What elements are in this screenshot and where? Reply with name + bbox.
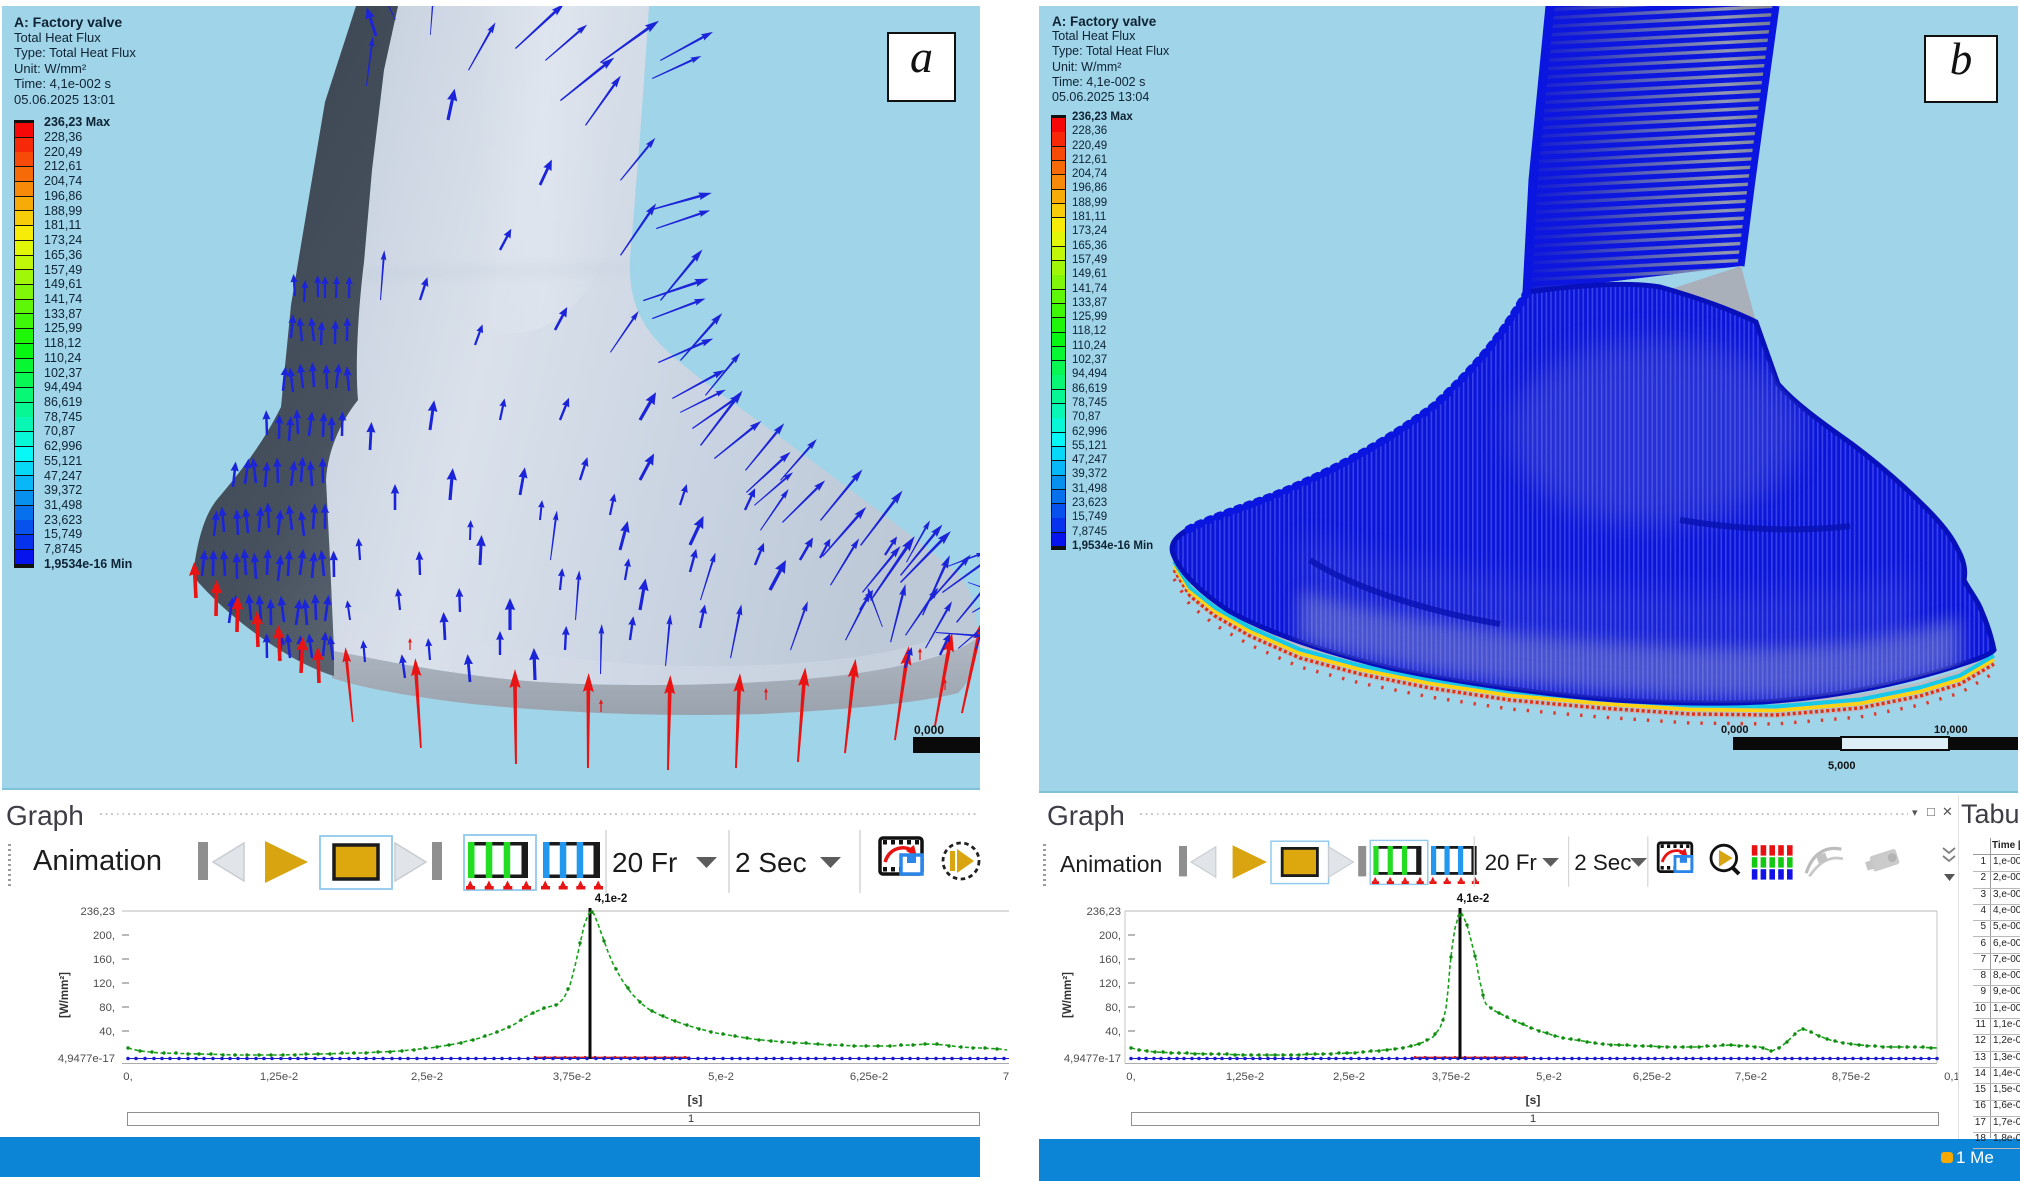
svg-text:[s]: [s] (1526, 1093, 1541, 1107)
svg-text:3,75e-2: 3,75e-2 (553, 1071, 591, 1083)
svg-text:6,25e-2: 6,25e-2 (1633, 1071, 1671, 1083)
svg-text:2 Sec: 2 Sec (735, 847, 807, 878)
svg-text:4,1e-2: 4,1e-2 (1457, 893, 1490, 905)
svg-text:0,000: 0,000 (1721, 724, 1749, 736)
svg-text:1,25e-2: 1,25e-2 (1226, 1071, 1264, 1083)
svg-text:4,1e-2: 4,1e-2 (595, 893, 628, 905)
svg-text:120,: 120, (1099, 978, 1121, 990)
svg-text:4,9477e-17: 4,9477e-17 (1064, 1053, 1121, 1065)
svg-text:40,: 40, (99, 1026, 115, 1038)
svg-text:160,: 160, (93, 954, 115, 966)
svg-text:5,000: 5,000 (1828, 760, 1856, 772)
svg-text:200,: 200, (1099, 930, 1121, 942)
svg-text:0,1: 0,1 (1944, 1071, 1960, 1083)
svg-text:7: 7 (1003, 1071, 1009, 1083)
svg-text:4,9477e-17: 4,9477e-17 (58, 1053, 115, 1065)
svg-text:7,5e-2: 7,5e-2 (1735, 1071, 1767, 1083)
svg-text:2 Sec: 2 Sec (1574, 850, 1631, 875)
svg-text:2,5e-2: 2,5e-2 (411, 1071, 443, 1083)
svg-text:120,: 120, (93, 978, 115, 990)
svg-text:236,23: 236,23 (80, 906, 115, 918)
svg-text:200,: 200, (93, 930, 115, 942)
svg-text:5,e-2: 5,e-2 (1536, 1071, 1562, 1083)
svg-text:20 Fr: 20 Fr (612, 847, 677, 878)
svg-text:[W/mm²]: [W/mm²] (1062, 972, 1074, 1018)
svg-text:80,: 80, (1105, 1002, 1121, 1014)
svg-text:3,75e-2: 3,75e-2 (1432, 1071, 1470, 1083)
svg-text:2,5e-2: 2,5e-2 (1333, 1071, 1365, 1083)
svg-text:0,: 0, (123, 1071, 132, 1083)
svg-text:6,25e-2: 6,25e-2 (850, 1071, 888, 1083)
svg-text:0,000: 0,000 (914, 723, 944, 737)
svg-text:8,75e-2: 8,75e-2 (1832, 1071, 1870, 1083)
svg-text:40,: 40, (1105, 1026, 1121, 1038)
svg-text:[s]: [s] (688, 1093, 703, 1107)
svg-text:10,000: 10,000 (1934, 724, 1968, 736)
svg-text:5,e-2: 5,e-2 (708, 1071, 734, 1083)
svg-text:[W/mm²]: [W/mm²] (59, 972, 71, 1018)
svg-text:0,: 0, (1126, 1071, 1135, 1083)
svg-text:20 Fr: 20 Fr (1485, 850, 1538, 875)
svg-text:160,: 160, (1099, 954, 1121, 966)
svg-text:236,23: 236,23 (1086, 906, 1121, 918)
svg-text:80,: 80, (99, 1002, 115, 1014)
svg-text:1,25e-2: 1,25e-2 (260, 1071, 298, 1083)
